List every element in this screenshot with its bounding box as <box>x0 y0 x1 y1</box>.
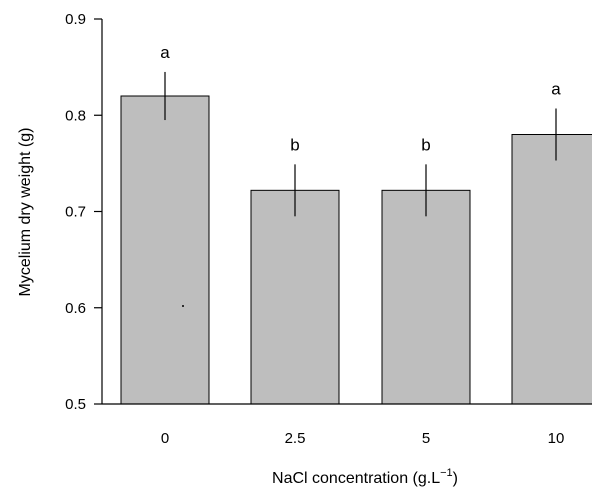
x-axis-title-main: NaCl concentration (g.L <box>272 470 440 487</box>
significance-label: b <box>421 135 430 154</box>
y-tick-label: 0.8 <box>65 107 86 124</box>
bar-10 <box>511 134 592 405</box>
significance-label: a <box>551 80 561 99</box>
x-axis-title-superscript: −1 <box>440 467 453 479</box>
x-tick-label: 10 <box>548 430 565 447</box>
x-tick-label: 2.5 <box>285 430 306 447</box>
y-tick-label: 0.5 <box>65 396 86 413</box>
y-tick-label: 0.9 <box>65 11 86 28</box>
bar-0 <box>120 95 210 405</box>
stray-dot <box>182 305 184 307</box>
x-axis-title-end: ) <box>453 470 458 487</box>
x-ticks: 0 2.5 5 10 <box>161 430 565 447</box>
bar-5 <box>381 189 471 405</box>
x-tick-label: 5 <box>422 430 430 447</box>
y-ticks: 0.5 0.6 0.7 0.8 0.9 <box>65 11 102 413</box>
bar-2.5 <box>250 189 340 405</box>
y-tick-label: 0.7 <box>65 204 86 221</box>
plot-area: a b b a <box>120 43 592 405</box>
significance-label: a <box>160 43 170 62</box>
x-axis-title: NaCl concentration (g.L−1) <box>272 467 458 487</box>
significance-label: b <box>290 135 299 154</box>
y-axis-title: Mycelium dry weight (g) <box>17 128 34 297</box>
y-tick-label: 0.6 <box>65 300 86 317</box>
x-tick-label: 0 <box>161 430 169 447</box>
